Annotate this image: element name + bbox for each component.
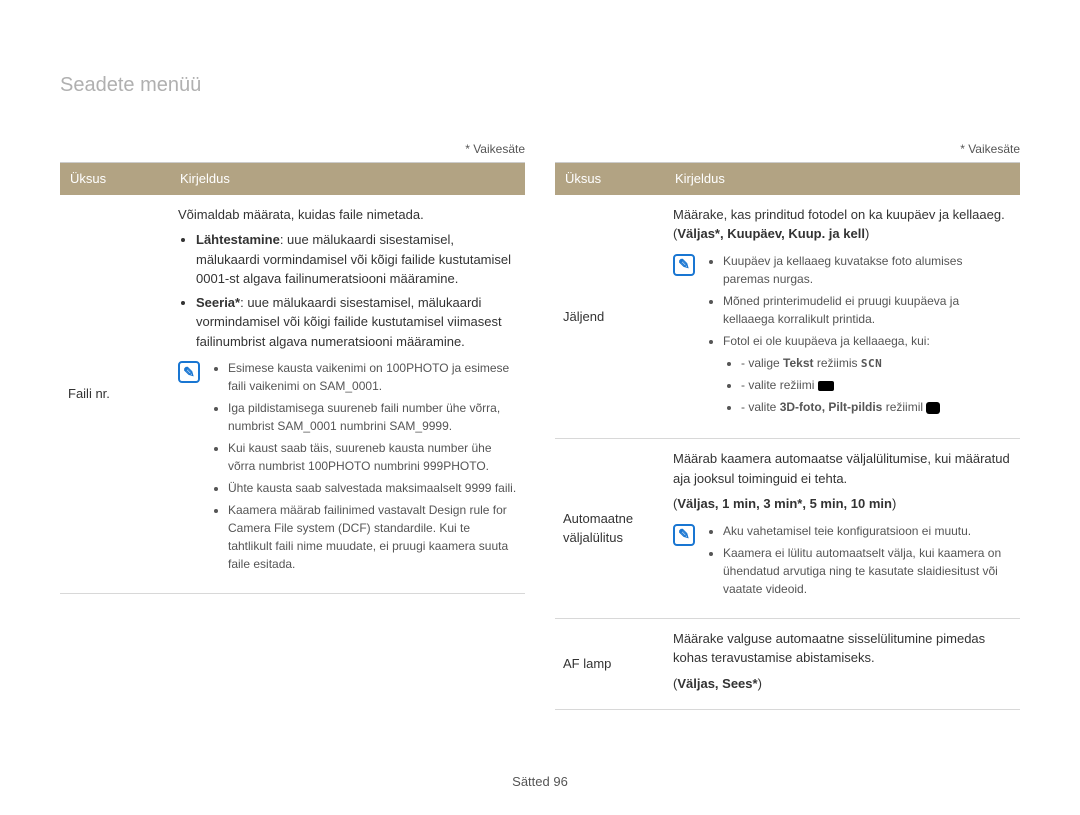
faili-bullet-seeria: Seeria*: uue mälukaardi sisestamisel, mä… <box>196 293 517 352</box>
jaljend-intro: Määrake, kas prinditud fotodel on ka kuu… <box>673 205 1012 244</box>
jaljend-note-list: Kuupäev ja kellaaeg kuvatakse foto alumi… <box>705 252 1012 423</box>
n3b-text: valite režiimi <box>748 378 817 392</box>
auto-note-list: Aku vahetamisel teie konfiguratsioon ei … <box>705 522 1012 602</box>
mode-badge-2 <box>926 402 940 414</box>
jaljend-note3-sub: valige Tekst režiimis SCN valite režiimi… <box>723 354 1012 417</box>
scn-badge: SCN <box>861 356 882 373</box>
af-intro: Määrake valguse automaatne sisselülitumi… <box>673 629 1012 668</box>
right-column: * Vaikesäte Üksus Kirjeldus Jäljend Määr… <box>555 140 1020 710</box>
settings-table-left: Üksus Kirjeldus Faili nr. Võimaldab määr… <box>60 162 525 594</box>
desc-automaatne: Määrab kaamera automaatse väljalülitumis… <box>665 439 1020 619</box>
faili-note-list: Esimese kausta vaikenimi on 100PHOTO ja … <box>210 359 517 577</box>
desc-jaljend: Määrake, kas prinditud fotodel on ka kuu… <box>665 195 1020 439</box>
mode-badge-1 <box>818 381 834 391</box>
auto-note1: Aku vahetamisel teie konfiguratsioon ei … <box>723 522 1012 540</box>
note-icon: ✎ <box>178 361 200 383</box>
row-faili-nr: Faili nr. Võimaldab määrata, kuidas fail… <box>60 195 525 594</box>
n3c-b: 3D-foto, Pilt-pildis <box>780 400 883 414</box>
default-label-right: * Vaikesäte <box>555 140 1020 158</box>
faili-note5: Kaamera määrab failinimed vastavalt Desi… <box>228 501 517 573</box>
note-icon: ✎ <box>673 254 695 276</box>
jaljend-intro2: ) <box>865 226 869 241</box>
jaljend-note2: Mõned printerimudelid ei pruugi kuupäeva… <box>723 292 1012 328</box>
default-label-left: * Vaikesäte <box>60 140 525 158</box>
bullet2-text: : uue mälukaardi sisestamisel, mälukaard… <box>196 295 502 349</box>
row-jaljend: Jäljend Määrake, kas prinditud fotodel o… <box>555 195 1020 439</box>
bullet2-label: Seeria* <box>196 295 240 310</box>
desc-af-lamp: Määrake valguse automaatne sisselülitumi… <box>665 618 1020 710</box>
jaljend-note3-text: Fotol ei ole kuupäeva ja kellaaega, kui: <box>723 334 930 348</box>
jaljend-note-box: ✎ Kuupäev ja kellaaeg kuvatakse foto alu… <box>673 252 1012 429</box>
page-footer: Sätted 96 <box>0 772 1080 792</box>
n3c-post: režiimil <box>882 400 926 414</box>
header-item-right: Üksus <box>555 163 665 195</box>
desc-faili-nr: Võimaldab määrata, kuidas faile nimetada… <box>170 195 525 594</box>
jaljend-options: Väljas*, Kuupäev, Kuup. ja kell <box>677 226 865 241</box>
header-desc-left: Kirjeldus <box>170 163 525 195</box>
af-options-line: (Väljas, Sees*) <box>673 674 1012 694</box>
auto-options-line: (Väljas, 1 min, 3 min*, 5 min, 10 min) <box>673 494 1012 514</box>
auto-note2: Kaamera ei lülitu automaatselt välja, ku… <box>723 544 1012 598</box>
faili-note2: Iga pildistamisega suureneb faili number… <box>228 399 517 435</box>
n3a-pre: valige <box>748 356 783 370</box>
page-title: Seadete menüü <box>60 70 1020 100</box>
faili-bullet-lahtestamine: Lähtestamine: uue mälukaardi sisestamise… <box>196 230 517 289</box>
faili-note-box: ✎ Esimese kausta vaikenimi on 100PHOTO j… <box>178 359 517 583</box>
jaljend-note3: Fotol ei ole kuupäeva ja kellaaega, kui:… <box>723 332 1012 417</box>
auto-opt-post: ) <box>892 496 896 511</box>
jaljend-note3b: valite režiimi <box>741 376 1012 394</box>
af-options: Väljas, Sees* <box>677 676 757 691</box>
auto-note-box: ✎ Aku vahetamisel teie konfiguratsioon e… <box>673 522 1012 608</box>
n3a-b: Tekst <box>783 356 813 370</box>
af-opt-post: ) <box>758 676 762 691</box>
auto-options: Väljas, 1 min, 3 min*, 5 min, 10 min <box>677 496 892 511</box>
jaljend-note1: Kuupäev ja kellaaeg kuvatakse foto alumi… <box>723 252 1012 288</box>
faili-note4: Ühte kausta saab salvestada maksimaalsel… <box>228 479 517 497</box>
jaljend-note3a: valige Tekst režiimis SCN <box>741 354 1012 373</box>
faili-intro: Võimaldab määrata, kuidas faile nimetada… <box>178 205 517 225</box>
content-columns: * Vaikesäte Üksus Kirjeldus Faili nr. Võ… <box>60 140 1020 710</box>
footer-section: Sätted <box>512 774 550 789</box>
left-column: * Vaikesäte Üksus Kirjeldus Faili nr. Võ… <box>60 140 525 710</box>
footer-page: 96 <box>553 774 567 789</box>
row-automaatne: Automaatne väljalülitus Määrab kaamera a… <box>555 439 1020 619</box>
settings-table-right: Üksus Kirjeldus Jäljend Määrake, kas pri… <box>555 162 1020 710</box>
item-af-lamp: AF lamp <box>555 618 665 710</box>
item-jaljend: Jäljend <box>555 195 665 439</box>
item-faili-nr: Faili nr. <box>60 195 170 594</box>
header-item-left: Üksus <box>60 163 170 195</box>
row-af-lamp: AF lamp Määrake valguse automaatne sisse… <box>555 618 1020 710</box>
faili-note1: Esimese kausta vaikenimi on 100PHOTO ja … <box>228 359 517 395</box>
item-automaatne: Automaatne väljalülitus <box>555 439 665 619</box>
n3a-post: režiimis <box>814 356 861 370</box>
jaljend-note3c: valite 3D-foto, Pilt-pildis režiimil <box>741 398 1012 416</box>
n3c-pre: valite <box>748 400 779 414</box>
bullet1-label: Lähtestamine <box>196 232 280 247</box>
auto-intro: Määrab kaamera automaatse väljalülitumis… <box>673 449 1012 488</box>
header-desc-right: Kirjeldus <box>665 163 1020 195</box>
faili-note3: Kui kaust saab täis, suureneb kausta num… <box>228 439 517 475</box>
note-icon: ✎ <box>673 524 695 546</box>
